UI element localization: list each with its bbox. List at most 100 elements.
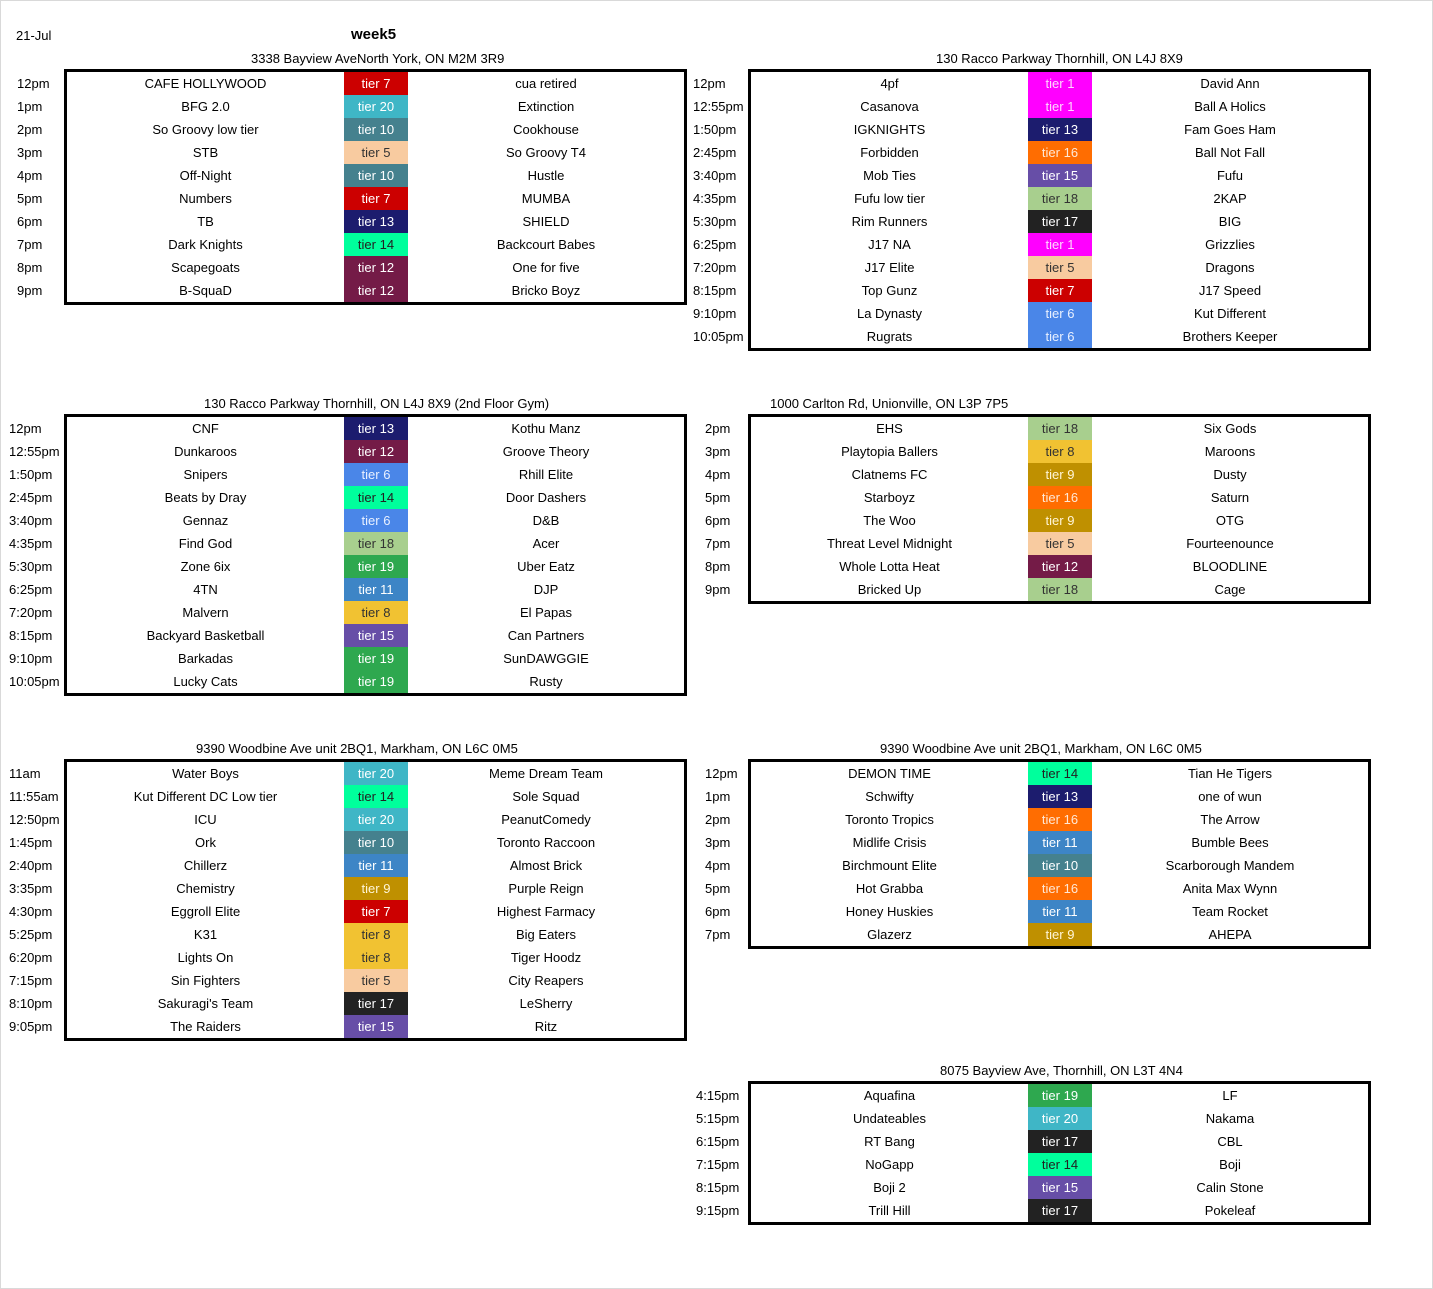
tier-badge: tier 17 bbox=[1028, 1130, 1092, 1153]
table-row: RT Bang tier 17 CBL bbox=[751, 1130, 1368, 1153]
game-time: 7pm bbox=[705, 927, 731, 942]
table-row: Ork tier 10 Toronto Raccoon bbox=[67, 831, 684, 854]
tier-badge: tier 13 bbox=[1028, 118, 1092, 141]
tier-badge: tier 5 bbox=[344, 969, 408, 992]
away-team: cua retired bbox=[515, 76, 577, 91]
venue-address: 130 Racco Parkway Thornhill, ON L4J 8X9 bbox=[936, 51, 1183, 66]
away-team: Scarborough Mandem bbox=[1165, 858, 1295, 873]
tier-badge: tier 14 bbox=[344, 486, 408, 509]
tier-badge: tier 7 bbox=[344, 900, 408, 923]
home-team: Midlife Crisis bbox=[852, 835, 927, 850]
table-row: Top Gunz tier 7 J17 Speed bbox=[751, 279, 1368, 302]
table-row: Lights On tier 8 Tiger Hoodz bbox=[67, 946, 684, 969]
tier-badge: tier 12 bbox=[344, 256, 408, 279]
table-row: Chemistry tier 9 Purple Reign bbox=[67, 877, 684, 900]
game-time: 10:05pm bbox=[9, 674, 60, 689]
game-time: 8pm bbox=[17, 260, 43, 275]
away-team: Ball Not Fall bbox=[1194, 145, 1266, 160]
home-team: CAFE HOLLYWOOD bbox=[144, 76, 267, 91]
away-team: Cookhouse bbox=[513, 122, 579, 137]
away-team: The Arrow bbox=[1200, 812, 1260, 827]
home-team: Forbidden bbox=[860, 145, 919, 160]
table-row: Scapegoats tier 12 One for five bbox=[67, 256, 684, 279]
venue-address: 8075 Bayview Ave, Thornhill, ON L3T 4N4 bbox=[940, 1063, 1183, 1078]
tier-badge: tier 14 bbox=[1028, 762, 1092, 785]
table-row: Rugrats tier 6 Brothers Keeper bbox=[751, 325, 1368, 348]
game-time: 12:55pm bbox=[9, 444, 60, 459]
game-time: 5pm bbox=[705, 881, 731, 896]
tier-badge: tier 19 bbox=[344, 555, 408, 578]
game-time: 2:45pm bbox=[9, 490, 53, 505]
tier-badge: tier 7 bbox=[344, 187, 408, 210]
game-time: 1:45pm bbox=[9, 835, 53, 850]
game-time: 7:20pm bbox=[693, 260, 737, 275]
game-time: 9:10pm bbox=[9, 651, 53, 666]
game-time: 8pm bbox=[705, 559, 731, 574]
home-team: Numbers bbox=[179, 191, 232, 206]
table-row: Casanova tier 1 Ball A Holics bbox=[751, 95, 1368, 118]
tier-badge: tier 18 bbox=[344, 532, 408, 555]
tier-badge: tier 13 bbox=[344, 417, 408, 440]
tier-badge: tier 1 bbox=[1028, 95, 1092, 118]
home-team: Undateables bbox=[853, 1111, 926, 1126]
away-team: Almost Brick bbox=[509, 858, 583, 873]
tier-badge: tier 8 bbox=[344, 946, 408, 969]
game-time: 5:15pm bbox=[696, 1111, 740, 1126]
tier-badge: tier 20 bbox=[344, 762, 408, 785]
game-time: 7:15pm bbox=[9, 973, 53, 988]
tier-badge: tier 12 bbox=[344, 440, 408, 463]
tier-badge: tier 16 bbox=[1028, 877, 1092, 900]
games-table: Aquafina tier 19 LF Undateables tier 20 Nakam… bbox=[748, 1081, 1371, 1225]
tier-badge: tier 15 bbox=[344, 624, 408, 647]
home-team: Whole Lotta Heat bbox=[839, 559, 940, 574]
game-time: 3pm bbox=[705, 835, 731, 850]
table-row: The Raiders tier 15 Ritz bbox=[67, 1015, 684, 1038]
away-team: MUMBA bbox=[521, 191, 571, 206]
home-team: Sakuragi's Team bbox=[157, 996, 254, 1011]
table-row: So Groovy low tier tier 10 Cookhouse bbox=[67, 118, 684, 141]
table-row: K31 tier 8 Big Eaters bbox=[67, 923, 684, 946]
away-team: DJP bbox=[533, 582, 559, 597]
away-team: J17 Speed bbox=[1198, 283, 1262, 298]
game-time: 4:35pm bbox=[9, 536, 53, 551]
away-team: SunDAWGGIE bbox=[503, 651, 589, 666]
away-team: D&B bbox=[532, 513, 560, 528]
home-team: Rim Runners bbox=[851, 214, 928, 229]
home-team: Chemistry bbox=[176, 881, 235, 896]
away-team: Rhill Elite bbox=[518, 467, 574, 482]
home-team: Beats by Dray bbox=[164, 490, 247, 505]
tier-badge: tier 17 bbox=[344, 992, 408, 1015]
table-row: EHS tier 18 Six Gods bbox=[751, 417, 1368, 440]
game-time: 5:30pm bbox=[9, 559, 53, 574]
tier-badge: tier 19 bbox=[344, 670, 408, 693]
away-team: Brothers Keeper bbox=[1182, 329, 1278, 344]
game-time: 11:55am bbox=[9, 789, 59, 804]
table-row: Sin Fighters tier 5 City Reapers bbox=[67, 969, 684, 992]
game-time: 4pm bbox=[17, 168, 43, 183]
home-team: STB bbox=[192, 145, 219, 160]
game-time: 6pm bbox=[705, 513, 731, 528]
game-time: 9pm bbox=[705, 582, 731, 597]
table-row: Rim Runners tier 17 BIG bbox=[751, 210, 1368, 233]
tier-badge: tier 1 bbox=[1028, 233, 1092, 256]
home-team: Casanova bbox=[860, 99, 919, 114]
away-team: One for five bbox=[512, 260, 580, 275]
tier-badge: tier 8 bbox=[344, 601, 408, 624]
game-time: 9:05pm bbox=[9, 1019, 53, 1034]
game-time: 3pm bbox=[17, 145, 43, 160]
game-time: 3:40pm bbox=[9, 513, 53, 528]
game-time: 5pm bbox=[705, 490, 731, 505]
tier-badge: tier 19 bbox=[344, 647, 408, 670]
tier-badge: tier 5 bbox=[344, 141, 408, 164]
home-team: Scapegoats bbox=[171, 260, 240, 275]
tier-badge: tier 9 bbox=[344, 877, 408, 900]
tier-badge: tier 11 bbox=[1028, 831, 1092, 854]
away-team: Bricko Boyz bbox=[511, 283, 581, 298]
home-team: Boji 2 bbox=[873, 1180, 906, 1195]
game-time: 4:15pm bbox=[696, 1088, 740, 1103]
away-team: Hustle bbox=[527, 168, 565, 183]
home-team: 4TN bbox=[193, 582, 218, 597]
home-team: Backyard Basketball bbox=[146, 628, 265, 643]
away-team: Boji bbox=[1219, 1157, 1241, 1172]
game-time: 1:50pm bbox=[9, 467, 53, 482]
